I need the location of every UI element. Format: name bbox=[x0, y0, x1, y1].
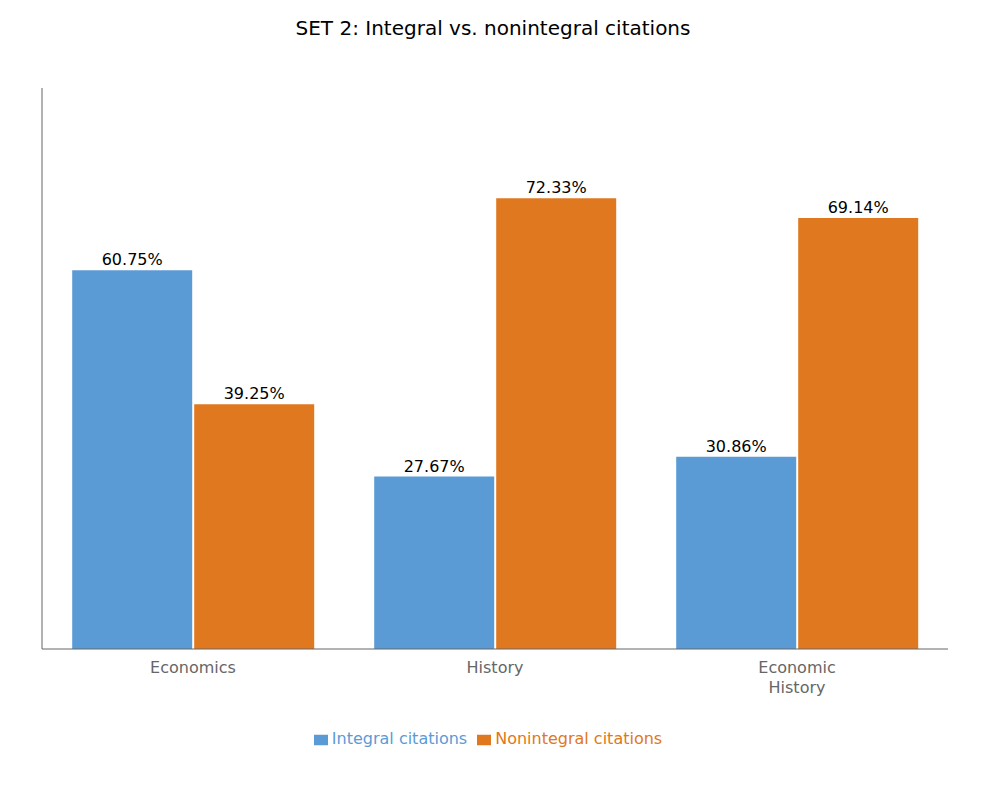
html-text:Integral citations: Integral citations bbox=[331, 729, 468, 748]
svg-text:39.25%: 39.25% bbox=[224, 384, 285, 403]
svg-text:27.67%: 27.67% bbox=[404, 457, 465, 476]
html-text:Nonintegral citations: Nonintegral citations bbox=[495, 729, 663, 748]
svg-text:Economics: Economics bbox=[150, 658, 236, 677]
svg-text:History: History bbox=[467, 658, 524, 677]
svg-text:60.75%: 60.75% bbox=[102, 250, 163, 269]
svg-text:69.14%: 69.14% bbox=[828, 198, 889, 217]
svg-text:30.86%: 30.86% bbox=[706, 437, 767, 456]
svg-text:72.33%: 72.33% bbox=[526, 178, 587, 197]
html-text:SET 2: Integral vs. nonintegra: SET 2: Integral vs. nonintegral citation… bbox=[295, 16, 691, 40]
svg-text:EconomicHistory: EconomicHistory bbox=[758, 658, 835, 697]
